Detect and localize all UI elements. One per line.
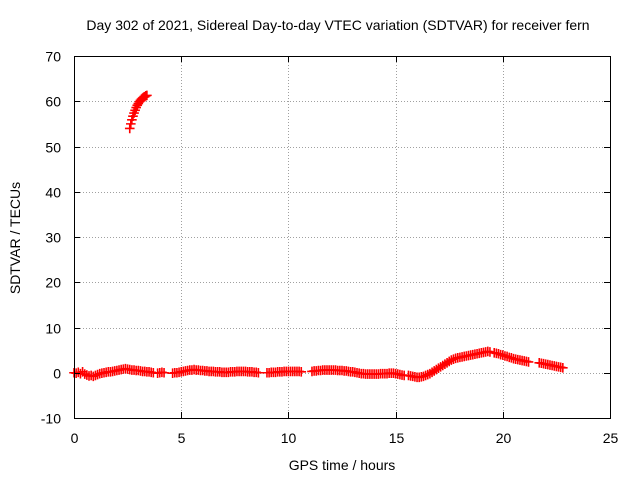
y-tick-label: 70: [45, 49, 61, 65]
y-tick-label: 50: [45, 140, 61, 156]
data-point: [159, 367, 169, 378]
data-point: [253, 367, 264, 378]
y-tick-label: 10: [45, 321, 61, 337]
axis-ticks: [74, 56, 611, 419]
x-tick-labels: 0 5 10 15 20 25: [71, 430, 619, 446]
data-point: [485, 347, 495, 357]
x-tick-label: 10: [281, 430, 297, 446]
x-tick-label: 15: [389, 430, 405, 446]
y-tick-label: -10: [41, 411, 61, 427]
data-point: [558, 362, 568, 373]
x-tick-label: 20: [496, 430, 512, 446]
y-tick-label: 30: [45, 230, 61, 246]
x-tick-label: 0: [71, 430, 79, 446]
data-point: [142, 90, 152, 101]
y-tick-label: 40: [45, 185, 61, 201]
y-tick-label: 60: [45, 94, 61, 110]
data-point: [124, 123, 135, 134]
chart-title: Day 302 of 2021, Sidereal Day-to-day VTE…: [86, 17, 589, 33]
y-tick-labels: -10 0 10 20 30 40 50 60 70: [41, 49, 61, 427]
data-point: [523, 357, 534, 367]
x-axis-label: GPS time / hours: [289, 457, 396, 473]
y-tick-label: 0: [53, 366, 61, 382]
series-arc-high: [124, 90, 152, 134]
y-axis-label: SDTVAR / TECUs: [7, 182, 23, 294]
data-point: [126, 119, 136, 129]
data-point: [296, 367, 307, 377]
series-main: [69, 346, 568, 383]
y-tick-label: 20: [45, 275, 61, 291]
x-tick-label: 25: [603, 430, 619, 446]
x-tick-label: 5: [178, 430, 186, 446]
data-point: [127, 115, 137, 125]
data-series: [69, 90, 568, 383]
grid: [74, 56, 610, 418]
